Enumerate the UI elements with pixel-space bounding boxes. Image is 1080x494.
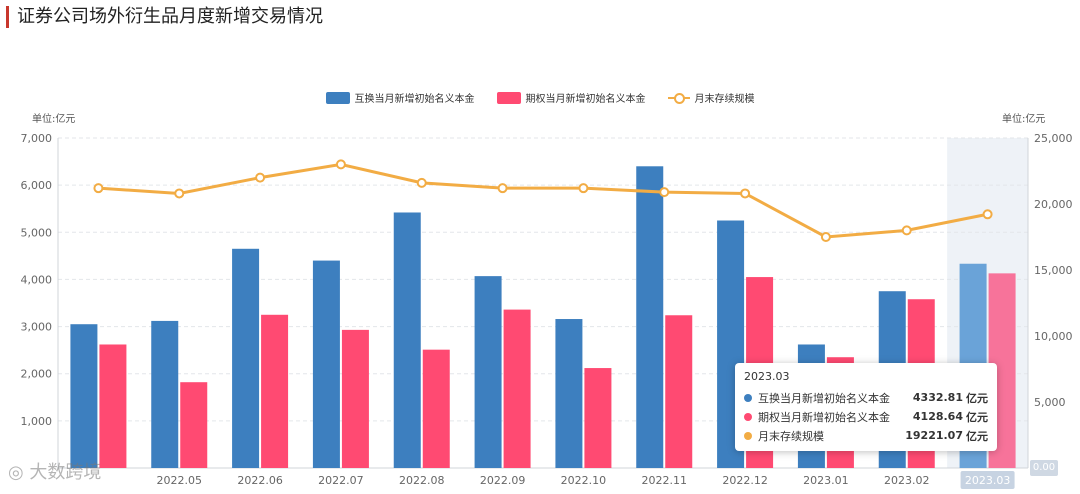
legend-item-option[interactable]: 期权当月新增初始名义本金 — [496, 90, 646, 105]
tooltip-value-option: 4128.64 — [912, 410, 963, 423]
line-point-scale — [659, 187, 670, 198]
bar-swap — [232, 248, 260, 468]
line-point-scale — [578, 183, 589, 194]
line-point-scale — [740, 188, 751, 199]
x-tick-label: 2023.03 — [965, 474, 1011, 487]
y-left-tick-label: 5,000 — [21, 226, 53, 239]
bar-swap — [474, 276, 502, 468]
x-tick-label: 2022.10 — [561, 474, 607, 487]
x-tick-label: 2022.07 — [318, 474, 364, 487]
tooltip-row-scale: 月末存续规模 19221.07 亿元 — [744, 426, 988, 445]
legend-label-option: 期权当月新增初始名义本金 — [525, 94, 646, 105]
x-tick-label: 2022.05 — [157, 474, 203, 487]
legend-item-swap[interactable]: 互换当月新增初始名义本金 — [325, 90, 475, 105]
bar-swap — [70, 324, 98, 468]
bar-option — [261, 314, 289, 468]
x-tick-label: 2022.11 — [642, 474, 688, 487]
bar-option — [422, 349, 450, 468]
tooltip-dot-swap — [744, 393, 752, 402]
x-tick-label: 2022.12 — [722, 474, 768, 487]
tooltip-value-scale: 19221.07 — [905, 429, 963, 442]
chart-title: 证券公司场外衍生品月度新增交易情况 — [6, 6, 323, 28]
tooltip-unit-scale: 亿元 — [966, 429, 988, 443]
legend-swatch-swap — [325, 91, 350, 104]
y-right-tick-label: 15,000 — [1034, 264, 1073, 277]
line-scale — [98, 162, 988, 239]
y-right-tick-label: 10,000 — [1034, 330, 1073, 343]
tooltip-unit-swap: 亿元 — [966, 391, 988, 405]
tooltip-name-swap: 互换当月新增初始名义本金 — [758, 391, 890, 405]
y-right-axis-title: 单位:亿元 — [1002, 112, 1045, 125]
bar-swap — [555, 319, 583, 468]
x-tick-highlight — [960, 471, 1015, 489]
tooltip: 2023.03 互换当月新增初始名义本金 4332.81 亿元 期权当月新增初始… — [735, 363, 997, 451]
y-left-tick-label: 3,000 — [21, 321, 53, 334]
line-point-scale — [901, 225, 912, 236]
bar-option — [341, 329, 369, 468]
y-left-tick-label: 7,000 — [21, 132, 53, 145]
tooltip-value-swap: 4332.81 — [912, 391, 963, 404]
right-axis-zero-label: 0.00 — [1030, 460, 1058, 476]
bar-option — [665, 315, 693, 468]
legend-swatch-option — [496, 91, 521, 104]
x-tick-label: 2023.01 — [803, 474, 849, 487]
y-left-tick-label: 1,000 — [21, 415, 53, 428]
tooltip-dot-option — [744, 412, 752, 421]
y-right-tick-label: 5,000 — [1034, 396, 1066, 409]
legend-swatch-scale — [667, 92, 690, 104]
y-right-tick-label: 25,000 — [1034, 132, 1073, 145]
y-right-tick-label: 20,000 — [1034, 198, 1073, 211]
tooltip-name-option: 期权当月新增初始名义本金 — [758, 410, 890, 424]
line-point-scale — [255, 172, 266, 183]
line-point-scale — [982, 209, 993, 220]
tooltip-unit-option: 亿元 — [966, 410, 988, 424]
line-point-scale — [416, 177, 427, 188]
x-tick-label: 2022.09 — [480, 474, 526, 487]
legend-label-scale: 月末存续规模 — [694, 94, 755, 105]
legend-label-swap: 互换当月新增初始名义本金 — [354, 94, 475, 105]
bar-swap — [151, 320, 179, 468]
y-left-tick-label: 6,000 — [21, 179, 53, 192]
legend: 互换当月新增初始名义本金 期权当月新增初始名义本金 月末存续规模 — [0, 90, 1080, 105]
line-point-scale — [820, 232, 831, 242]
x-tick-label: 2022.06 — [237, 474, 283, 487]
watermark-logo: ◎ 大数跨境 — [8, 462, 102, 483]
tooltip-row-swap: 互换当月新增初始名义本金 4332.81 亿元 — [744, 388, 988, 407]
tooltip-dot-scale — [744, 431, 752, 440]
bar-option — [584, 368, 612, 468]
line-point-scale — [93, 183, 104, 194]
tooltip-name-scale: 月末存续规模 — [758, 429, 824, 443]
tooltip-title: 2023.03 — [744, 370, 790, 383]
legend-item-scale[interactable]: 月末存续规模 — [667, 90, 755, 105]
tooltip-row-option: 期权当月新增初始名义本金 4128.64 亿元 — [744, 407, 988, 426]
bar-option — [503, 309, 531, 468]
y-left-axis-title: 单位:亿元 — [32, 112, 75, 125]
bar-option — [180, 382, 208, 468]
line-point-scale — [174, 188, 185, 199]
y-left-tick-label: 2,000 — [21, 368, 53, 381]
line-point-scale — [335, 159, 346, 170]
bar-swap — [312, 260, 340, 468]
line-point-scale — [497, 183, 508, 194]
y-left-tick-label: 4,000 — [21, 273, 53, 286]
x-tick-label: 2022.08 — [399, 474, 445, 487]
bar-swap — [393, 212, 421, 468]
bar-option — [99, 344, 127, 468]
x-tick-label: 2023.02 — [884, 474, 930, 487]
bar-swap — [636, 166, 664, 469]
